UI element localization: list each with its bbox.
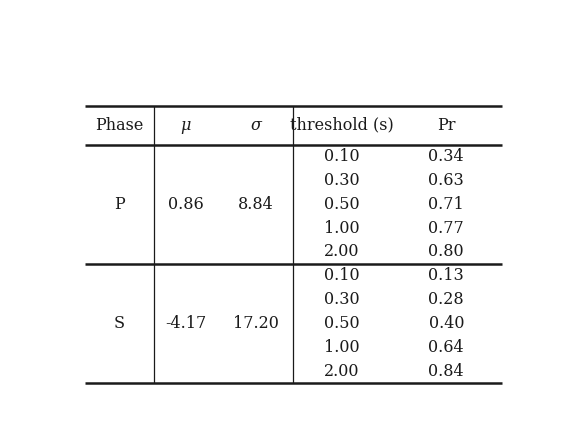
Text: Pr: Pr xyxy=(437,117,455,134)
Text: 2.00: 2.00 xyxy=(324,243,360,260)
Text: 0.28: 0.28 xyxy=(428,291,464,308)
Text: 0.86: 0.86 xyxy=(168,196,204,213)
Text: 0.30: 0.30 xyxy=(324,291,360,308)
Text: 0.30: 0.30 xyxy=(324,172,360,189)
Text: S: S xyxy=(114,315,125,332)
Text: 8.84: 8.84 xyxy=(238,196,273,213)
Text: 0.63: 0.63 xyxy=(428,172,464,189)
Text: 0.10: 0.10 xyxy=(324,148,360,165)
Text: 0.84: 0.84 xyxy=(428,363,464,380)
Text: 0.64: 0.64 xyxy=(428,339,464,356)
Text: σ: σ xyxy=(250,117,261,134)
Text: 1.00: 1.00 xyxy=(324,220,360,237)
Text: P: P xyxy=(114,196,125,213)
Text: 0.13: 0.13 xyxy=(428,267,464,284)
Text: 0.50: 0.50 xyxy=(324,315,360,332)
Text: 2.00: 2.00 xyxy=(324,363,360,380)
Text: -4.17: -4.17 xyxy=(165,315,206,332)
Text: 0.71: 0.71 xyxy=(428,196,464,213)
Text: 0.40: 0.40 xyxy=(428,315,464,332)
Text: 0.34: 0.34 xyxy=(428,148,464,165)
Text: Phase: Phase xyxy=(95,117,144,134)
Text: 17.20: 17.20 xyxy=(233,315,279,332)
Text: 0.77: 0.77 xyxy=(428,220,464,237)
Text: μ: μ xyxy=(181,117,191,134)
Text: threshold (s): threshold (s) xyxy=(290,117,394,134)
Text: 0.80: 0.80 xyxy=(428,243,464,260)
Text: 0.50: 0.50 xyxy=(324,196,360,213)
Text: 0.10: 0.10 xyxy=(324,267,360,284)
Text: 1.00: 1.00 xyxy=(324,339,360,356)
